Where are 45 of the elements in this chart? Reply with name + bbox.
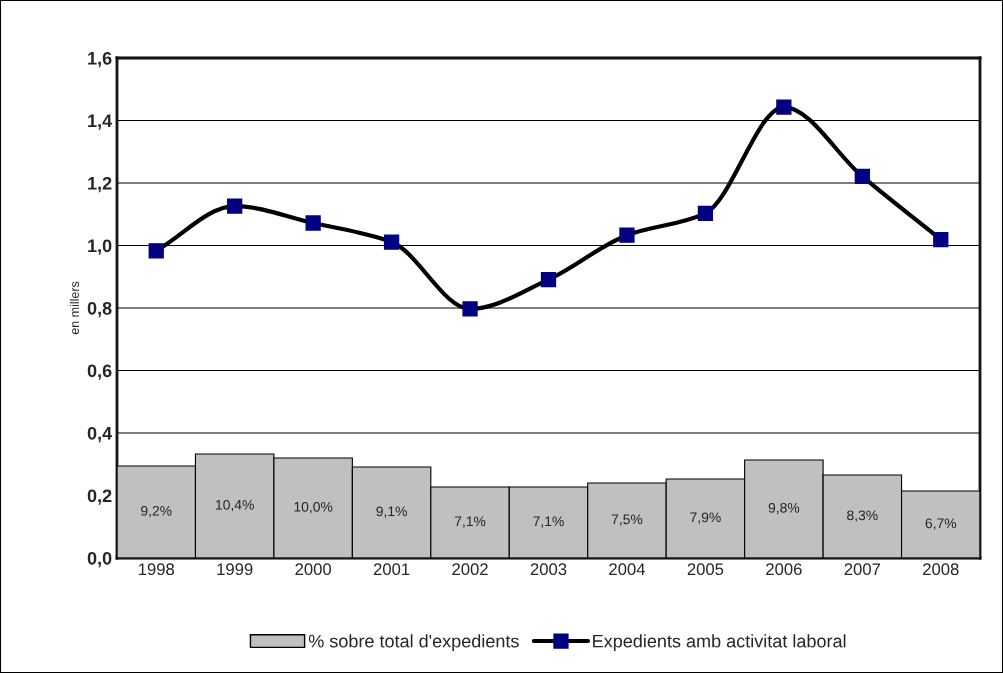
y-tick-label: 0,0 bbox=[87, 551, 112, 568]
y-tick-label: 0,6 bbox=[87, 364, 112, 380]
x-tick-label: 1999 bbox=[217, 563, 253, 576]
data-label: 7,5% bbox=[611, 514, 643, 526]
data-label: 7,1% bbox=[454, 516, 486, 528]
legend-label: Expedients amb activitat laboral bbox=[593, 634, 846, 652]
data-label: 10,4% bbox=[216, 499, 254, 512]
x-tick-label: 2005 bbox=[687, 563, 724, 576]
point bbox=[383, 234, 400, 250]
x-tick-label: 2001 bbox=[373, 563, 410, 576]
y-tick-label: 0,2 bbox=[87, 489, 112, 505]
x-tick-label: 1998 bbox=[138, 563, 175, 576]
point bbox=[854, 168, 870, 185]
x-tick-label: 2000 bbox=[295, 563, 332, 576]
point bbox=[776, 99, 792, 115]
y-axis-title: en millers bbox=[69, 281, 80, 335]
data-label: 7,1% bbox=[533, 516, 564, 528]
data-label: 8,3% bbox=[847, 510, 878, 522]
x-tick-label: 2008 bbox=[923, 563, 959, 576]
point bbox=[619, 227, 635, 243]
point bbox=[540, 271, 557, 288]
x-tick-label: 2006 bbox=[766, 563, 802, 576]
legend-label: % sobre total d'expedients bbox=[308, 634, 519, 652]
data-label: 9,1% bbox=[376, 506, 407, 518]
y-tick-label: 0,4 bbox=[87, 426, 113, 443]
data-label: 9,8% bbox=[768, 502, 800, 515]
data-label: 7,9% bbox=[690, 512, 721, 524]
point bbox=[148, 243, 164, 259]
point bbox=[933, 231, 949, 248]
x-tick-label: 2003 bbox=[530, 563, 567, 576]
x-tick-label: 2002 bbox=[452, 563, 488, 576]
point bbox=[227, 198, 243, 214]
y-tick-label: 1,0 bbox=[88, 239, 112, 255]
point bbox=[462, 301, 478, 317]
x-tick-label: 2007 bbox=[844, 563, 881, 576]
data-label: 6,7% bbox=[925, 518, 957, 530]
y-tick-label: 0,8 bbox=[87, 301, 112, 318]
point bbox=[305, 215, 321, 231]
point bbox=[697, 205, 714, 221]
x-tick-label: 2004 bbox=[609, 563, 646, 576]
y-tick-label: 1,2 bbox=[88, 176, 112, 193]
y-tick-label: 1,4 bbox=[88, 114, 113, 130]
data-label: 9,2% bbox=[141, 505, 172, 518]
data-label: 10,0% bbox=[294, 501, 333, 514]
y-tick-label: 1,6 bbox=[88, 51, 112, 68]
